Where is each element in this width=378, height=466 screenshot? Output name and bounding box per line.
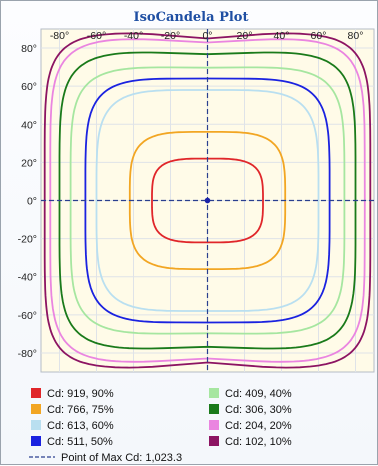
- legend-max-label: Point of Max Cd: 1,023.3: [61, 452, 182, 464]
- legend-label: Cd: 766, 75%: [47, 404, 114, 416]
- y-tick-label: 40°: [21, 119, 37, 131]
- axes: [41, 29, 374, 372]
- legend-label: Cd: 511, 50%: [47, 436, 113, 448]
- contour-3: [95, 89, 320, 312]
- x-tick-label: 20°: [237, 30, 253, 42]
- x-tick-label: 40°: [274, 30, 290, 42]
- legend-swatch: [31, 388, 41, 398]
- y-tick-label: -20°: [18, 234, 37, 246]
- x-tick-label: 80°: [348, 30, 364, 42]
- legend: Cd: 919, 90% Cd: 766, 75% Cd: 613, 60% Cd: …: [29, 388, 292, 464]
- contour-5: [69, 66, 346, 335]
- x-tick-label: -20°: [161, 30, 180, 42]
- legend-swatch: [31, 436, 41, 446]
- legend-swatch: [209, 404, 219, 414]
- x-tick-label: 60°: [311, 30, 327, 42]
- legend-swatch: [31, 404, 41, 414]
- legend-label: Cd: 204, 20%: [225, 420, 292, 432]
- x-tick-label: -40°: [124, 30, 143, 42]
- legend-swatch: [209, 436, 219, 446]
- legend-swatch: [209, 388, 219, 398]
- y-tick-label: -40°: [18, 272, 37, 284]
- max-point-marker: [204, 197, 211, 204]
- y-tick-label: 20°: [21, 157, 37, 169]
- y-tick-label: 60°: [21, 81, 37, 93]
- legend-label: Cd: 409, 40%: [225, 388, 292, 400]
- y-tick-label: 80°: [21, 43, 37, 55]
- x-tick-label: -60°: [87, 30, 106, 42]
- chart-title: IsoCandela Plot: [134, 10, 249, 25]
- y-tick-label: -60°: [18, 310, 37, 322]
- y-tick-label: -80°: [18, 348, 37, 360]
- y-tick-label: 0°: [27, 196, 37, 208]
- legend-label: Cd: 102, 10%: [225, 436, 292, 448]
- legend-label: Cd: 919, 90%: [47, 388, 114, 400]
- x-tick-label: -80°: [50, 30, 69, 42]
- legend-label: Cd: 613, 60%: [47, 420, 114, 432]
- contour-1: [151, 157, 264, 244]
- legend-swatch: [209, 420, 219, 430]
- legend-label: Cd: 306, 30%: [225, 404, 292, 416]
- x-tick-label: 0°: [202, 30, 212, 42]
- tick-labels: -80° -60° -40° -20° 0° 20° 40° 60° 80° 80° 60° 40° 2…: [18, 30, 364, 360]
- legend-swatch: [31, 420, 41, 430]
